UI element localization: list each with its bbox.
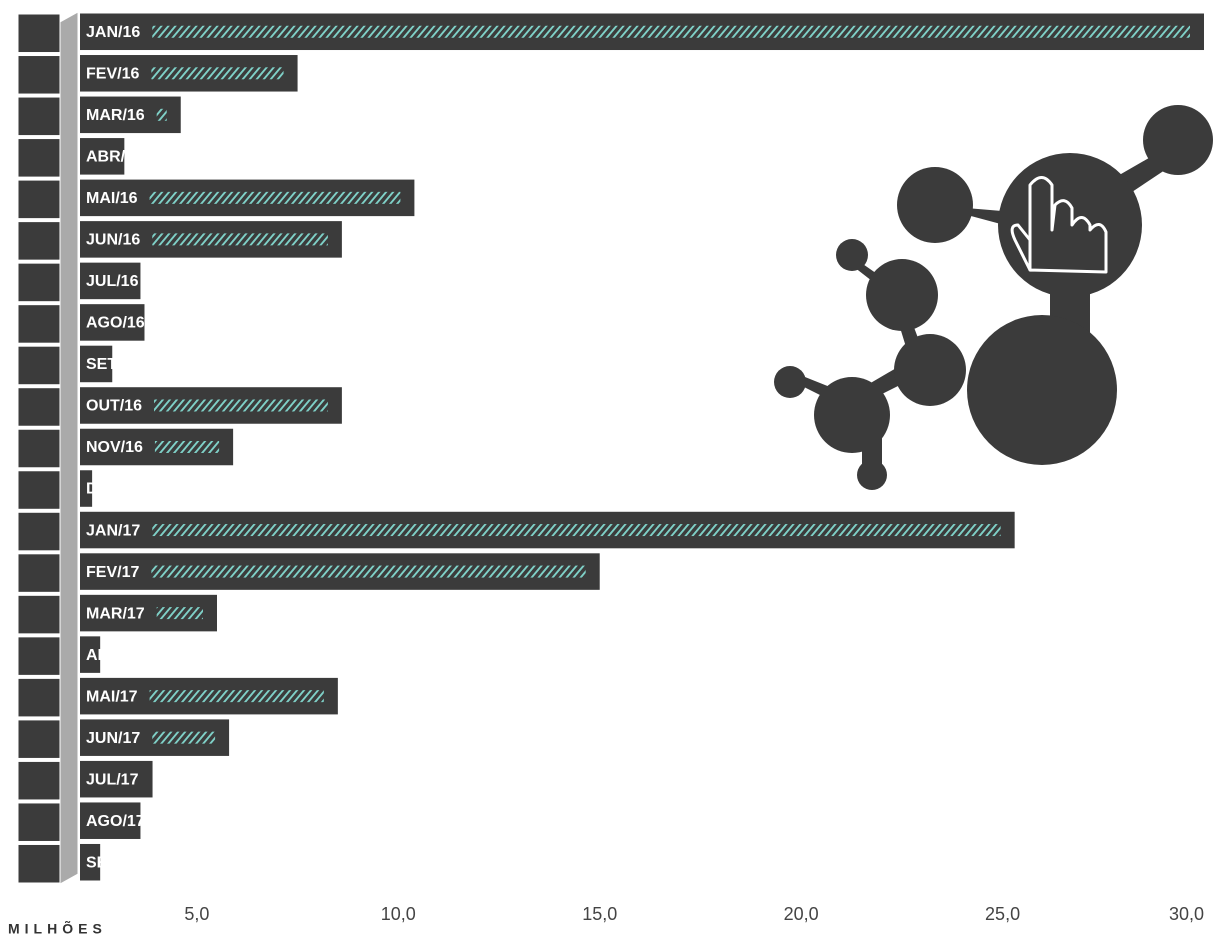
wall-cell xyxy=(17,636,61,676)
bar-hatch xyxy=(154,399,328,412)
wall-cell xyxy=(17,594,61,635)
wall-cell xyxy=(17,428,61,469)
bar-hatch xyxy=(149,191,401,204)
wall-cell xyxy=(17,802,61,842)
category-label: SET xyxy=(86,356,117,373)
bar xyxy=(80,345,113,383)
wall-cell xyxy=(17,55,61,95)
bar-hatch xyxy=(152,233,328,246)
wall-cell xyxy=(17,760,61,801)
bar-hatch xyxy=(149,690,324,703)
bar xyxy=(80,138,125,175)
wall-cell xyxy=(17,511,61,552)
category-label: FEV/16 xyxy=(86,66,139,83)
bar xyxy=(80,470,93,507)
wall-cell xyxy=(17,470,61,510)
category-label: ABR/16 xyxy=(86,149,143,166)
category-label: NOV/16 xyxy=(86,439,143,456)
wall-cell xyxy=(17,96,61,137)
wall-cell xyxy=(17,179,61,220)
bar xyxy=(80,304,145,341)
x-tick-label: 25,0 xyxy=(985,904,1020,924)
category-label: DEZ/16 xyxy=(86,481,140,498)
bar-hatch xyxy=(152,731,216,744)
category-label: JAN/16 xyxy=(86,24,140,41)
wall-cell xyxy=(17,138,61,178)
x-tick-label: 20,0 xyxy=(784,904,819,924)
bar-hatch xyxy=(152,25,1190,38)
category-label: MAI/17 xyxy=(86,688,138,705)
wall-cell xyxy=(17,304,61,344)
wall-cell xyxy=(17,843,61,884)
category-label: JUN/16 xyxy=(86,232,140,249)
category-label: MAI/16 xyxy=(86,190,138,207)
chart-title: MILHÕES xyxy=(8,920,107,937)
category-label: SET/17 xyxy=(86,854,139,871)
bar-hatch xyxy=(156,607,203,620)
wall-cell xyxy=(17,719,61,759)
bar-hatch xyxy=(151,67,284,80)
bar xyxy=(80,262,141,300)
bar-hatch xyxy=(156,108,167,121)
x-tick-label: 5,0 xyxy=(184,904,209,924)
bar-hatch xyxy=(151,565,586,578)
category-label: ABR/17 xyxy=(86,647,143,664)
category-label: JUL/16 xyxy=(86,273,139,290)
x-tick-label: 30,0 xyxy=(1169,904,1204,924)
category-label: JAN/17 xyxy=(86,522,140,539)
bar-hatch xyxy=(154,441,220,453)
molecule-icon xyxy=(774,105,1213,490)
bar xyxy=(80,802,141,839)
category-label: AGO/17 xyxy=(86,813,145,830)
wall-cell xyxy=(17,553,61,593)
x-tick-label: 15,0 xyxy=(582,904,617,924)
category-label: MAR/16 xyxy=(86,107,145,124)
bar-hatch xyxy=(152,524,1001,537)
bar xyxy=(80,760,153,798)
wall-side xyxy=(59,11,79,885)
category-label: AGO/16 xyxy=(86,315,145,332)
wall-cell xyxy=(17,387,61,427)
category-label: FEV/17 xyxy=(86,564,139,581)
wall-cell xyxy=(17,262,61,303)
wall-cell xyxy=(17,677,61,718)
x-tick-label: 10,0 xyxy=(381,904,416,924)
wall-cell xyxy=(17,345,61,386)
bar xyxy=(80,636,101,673)
category-label: OUT/16 xyxy=(86,398,142,415)
category-label: JUL/17 xyxy=(86,771,139,788)
category-label: JUN/17 xyxy=(86,730,140,747)
wall-cell xyxy=(17,221,61,261)
bar xyxy=(80,843,101,881)
wall-cell xyxy=(17,13,61,54)
category-label: MAR/17 xyxy=(86,605,145,622)
